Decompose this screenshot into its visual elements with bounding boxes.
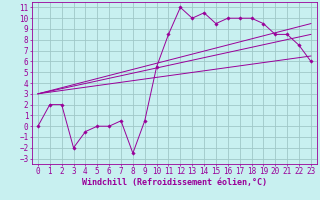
X-axis label: Windchill (Refroidissement éolien,°C): Windchill (Refroidissement éolien,°C) [82,178,267,187]
